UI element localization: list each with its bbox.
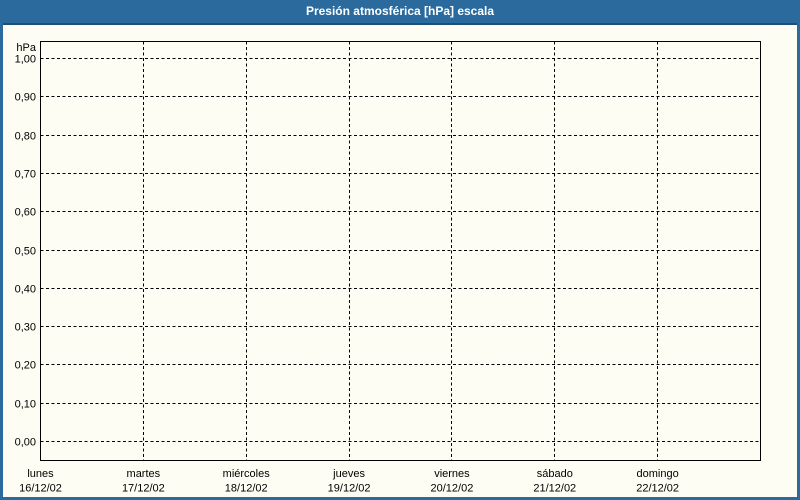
- x-day-label: jueves: [332, 468, 365, 480]
- y-tick-label: 0,80: [15, 131, 36, 143]
- x-date-label: 19/12/02: [328, 483, 371, 495]
- y-tick-label: 0,70: [15, 169, 36, 181]
- x-date-label: 22/12/02: [636, 483, 679, 495]
- plot-frame: [40, 41, 761, 461]
- y-tick-label: 1,00: [15, 54, 36, 66]
- x-day-label: martes: [127, 468, 161, 480]
- x-day-label: viernes: [434, 468, 470, 480]
- x-day-label: miércoles: [223, 468, 271, 480]
- y-tick-label: 0,40: [15, 284, 36, 296]
- y-tick-label: 0,30: [15, 322, 36, 334]
- y-tick-label: 0,10: [15, 399, 36, 411]
- y-tick-label: 0,60: [15, 207, 36, 219]
- x-day-label: domingo: [637, 468, 679, 480]
- x-day-label: sábado: [537, 468, 573, 480]
- y-axis-unit-label: hPa: [16, 42, 36, 54]
- x-date-label: 20/12/02: [431, 483, 474, 495]
- chart-area: 1,00 0,90 0,80 0,70 0,60 0,50 0,40 0,30 0,20 0,10…: [3, 25, 797, 497]
- x-date-label: 18/12/02: [225, 483, 268, 495]
- x-date-label: 21/12/02: [533, 483, 576, 495]
- y-tick-label: 0,90: [15, 92, 36, 104]
- x-date-label: 17/12/02: [122, 483, 165, 495]
- x-day-label: lunes: [27, 468, 54, 480]
- chart-svg: 1,00 0,90 0,80 0,70 0,60 0,50 0,40 0,30 0,20 0,10…: [15, 41, 761, 495]
- x-date-label: 16/12/02: [19, 483, 62, 495]
- y-tick-label: 0,50: [15, 246, 36, 258]
- y-tick-label: 0,00: [15, 437, 36, 449]
- y-tick-label: 0,20: [15, 360, 36, 372]
- chart-title: Presión atmosférica [hPa] escala: [305, 4, 495, 18]
- title-bar: Presión atmosférica [hPa] escala: [3, 0, 797, 25]
